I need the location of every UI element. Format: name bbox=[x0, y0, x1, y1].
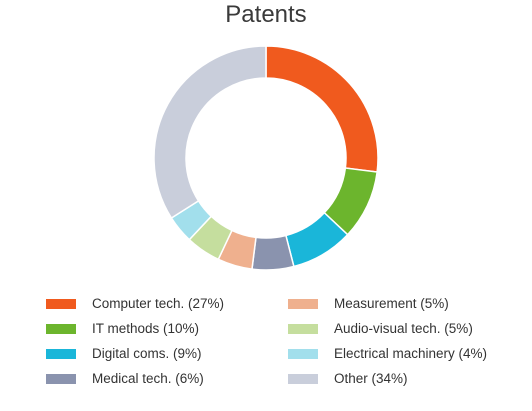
legend-item-measurement: Measurement (5%) bbox=[288, 293, 516, 314]
chart-title: Patents bbox=[225, 1, 307, 28]
legend-label: Electrical machinery (4%) bbox=[334, 346, 488, 361]
legend-item-audio-visual-tech: Audio-visual tech. (5%) bbox=[288, 318, 516, 339]
legend-item-it-methods: IT methods (10%) bbox=[46, 318, 288, 339]
legend-label: Measurement (5%) bbox=[334, 296, 449, 311]
slice-computer-tech bbox=[265, 45, 379, 173]
legend-swatch bbox=[46, 298, 76, 309]
donut-chart bbox=[153, 45, 379, 271]
legend-swatch bbox=[46, 348, 76, 359]
legend-label: IT methods (10%) bbox=[92, 321, 200, 336]
legend-item-electrical-machinery: Electrical machinery (4%) bbox=[288, 343, 516, 364]
legend-label: Medical tech. (6%) bbox=[92, 371, 204, 386]
legend-item-computer-tech: Computer tech. (27%) bbox=[46, 293, 288, 314]
chart-legend: Computer tech. (27%) Measurement (5%) IT… bbox=[46, 293, 516, 389]
legend-swatch bbox=[46, 373, 76, 384]
legend-item-other: Other (34%) bbox=[288, 368, 516, 389]
legend-label: Computer tech. (27%) bbox=[92, 296, 225, 311]
legend-swatch bbox=[288, 323, 318, 334]
legend-swatch bbox=[288, 373, 318, 384]
slice-medical-tech bbox=[251, 234, 295, 271]
legend-label: Audio-visual tech. (5%) bbox=[334, 321, 473, 336]
legend-item-medical-tech: Medical tech. (6%) bbox=[46, 368, 288, 389]
legend-swatch bbox=[46, 323, 76, 334]
legend-label: Other (34%) bbox=[334, 371, 408, 386]
legend-swatch bbox=[288, 348, 318, 359]
slice-other bbox=[153, 45, 267, 220]
legend-item-digital-coms: Digital coms. (9%) bbox=[46, 343, 288, 364]
legend-swatch bbox=[288, 298, 318, 309]
legend-label: Digital coms. (9%) bbox=[92, 346, 202, 361]
